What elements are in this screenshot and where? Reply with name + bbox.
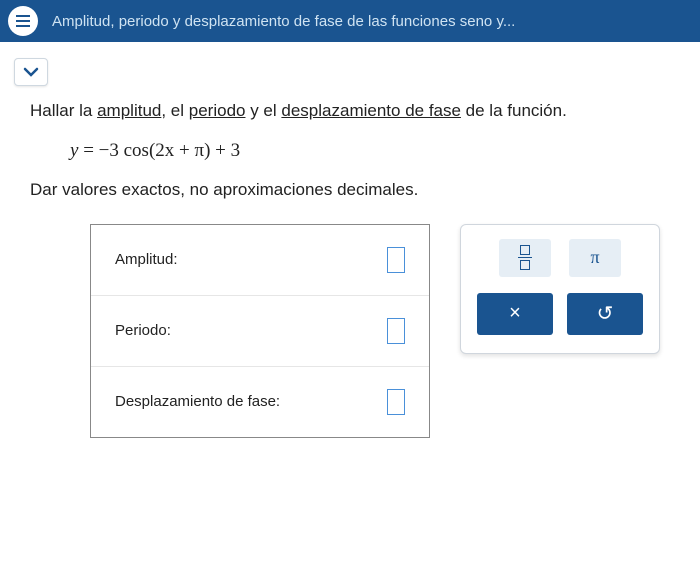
work-area: Amplitud: Periodo: Desplazamiento de fas… [30,224,670,438]
menu-button[interactable] [8,6,38,36]
content-area: Hallar la amplitud, el periodo y el desp… [0,42,700,571]
question-block: Hallar la amplitud, el periodo y el desp… [0,42,700,458]
key-pi[interactable]: π [569,239,621,277]
instruction-text: Dar valores exactos, no aproximaciones d… [30,180,670,200]
formula: y = −3 cos(2x + π) + 3 [70,140,670,162]
app-header: Amplitud, periodo y desplazamiento de fa… [0,0,700,42]
question-text: Hallar la amplitud, el periodo y el desp… [30,98,670,124]
chevron-down-icon [23,67,39,77]
key-undo[interactable]: ↺ [567,293,643,335]
keypad-row-1: π [477,239,643,277]
keypad: π × ↺ [460,224,660,354]
formula-eq: = −3 [78,140,123,161]
term-amplitud[interactable]: amplitud [97,101,161,120]
term-fase[interactable]: desplazamiento de fase [281,101,461,120]
text: Hallar la [30,101,97,120]
row-periodo: Periodo: [91,296,429,367]
row-amplitud: Amplitud: [91,225,429,296]
text: de la función. [461,101,567,120]
label-fase: Desplazamiento de fase: [115,393,280,410]
key-fraction[interactable] [499,239,551,277]
label-periodo: Periodo: [115,322,171,339]
row-fase: Desplazamiento de fase: [91,367,429,437]
label-amplitud: Amplitud: [115,251,178,268]
text: , el [161,101,188,120]
formula-cos: cos [124,140,149,161]
text: y el [245,101,281,120]
keypad-row-2: × ↺ [477,293,643,335]
collapse-button[interactable] [14,58,48,86]
term-periodo[interactable]: periodo [189,101,246,120]
fraction-icon [518,245,532,270]
input-fase[interactable] [387,389,405,415]
key-clear[interactable]: × [477,293,553,335]
input-amplitud[interactable] [387,247,405,273]
header-title: Amplitud, periodo y desplazamiento de fa… [52,13,515,30]
formula-arg: (2x + π) + 3 [149,140,240,161]
answer-box: Amplitud: Periodo: Desplazamiento de fas… [90,224,430,438]
input-periodo[interactable] [387,318,405,344]
